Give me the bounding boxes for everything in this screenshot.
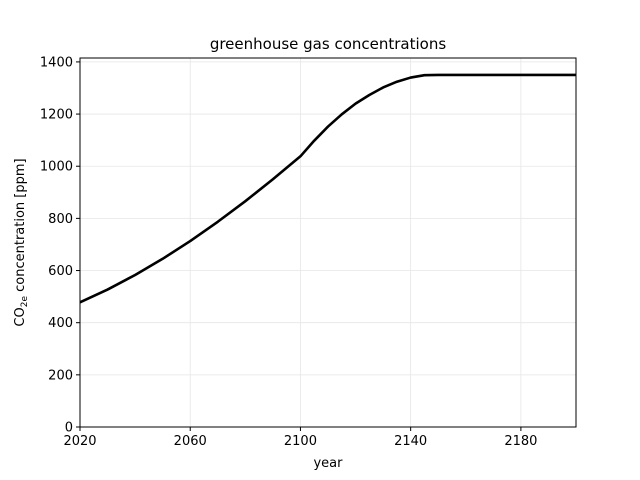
y-tick-label: 800 bbox=[48, 212, 73, 227]
y-tick-label: 1200 bbox=[40, 108, 73, 123]
series-layer bbox=[79, 73, 576, 304]
x-axis-label: year bbox=[313, 456, 343, 471]
y-tick-label: 1400 bbox=[40, 55, 73, 70]
y-axis-label: CO2e concentration [ppm] bbox=[13, 158, 30, 326]
axis-ticks: 2020 2060 2100 2140 2180 0 200 400 600 800 1000 120… bbox=[40, 55, 538, 449]
y-axis-label-main: CO bbox=[13, 307, 28, 326]
chart-title: greenhouse gas concentrations bbox=[210, 35, 447, 53]
plot-frame bbox=[79, 57, 577, 428]
y-tick-label: 1000 bbox=[40, 160, 73, 175]
y-tick-label: 600 bbox=[48, 264, 73, 279]
y-axis-label-subscript: 2e bbox=[20, 296, 30, 308]
grid-lines bbox=[79, 58, 576, 428]
x-tick-label: 2020 bbox=[63, 434, 96, 449]
x-tick-label: 2180 bbox=[504, 434, 537, 449]
x-tick-label: 2140 bbox=[394, 434, 427, 449]
y-tick-label: 0 bbox=[65, 421, 73, 436]
y-axis-label-rest: concentration [ppm] bbox=[13, 158, 28, 296]
x-tick-label: 2100 bbox=[284, 434, 317, 449]
y-tick-label: 400 bbox=[48, 316, 73, 331]
y-tick-label: 200 bbox=[48, 368, 73, 383]
concentration-series-line bbox=[79, 73, 576, 304]
x-tick-label: 2060 bbox=[174, 434, 207, 449]
